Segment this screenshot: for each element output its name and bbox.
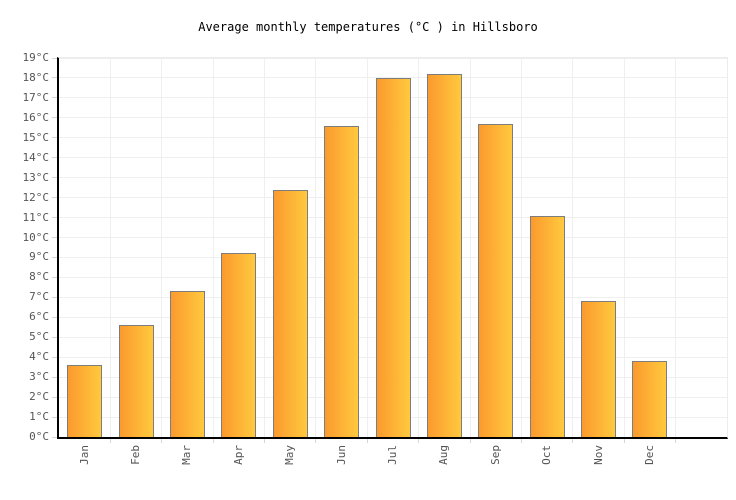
v-gridline [212, 58, 214, 437]
y-axis-tick [52, 396, 57, 398]
y-axis-label: 4°C [29, 350, 49, 364]
chart-title: Average monthly temperatures (°C ) in Hi… [198, 20, 538, 34]
x-axis-label: Jul [386, 445, 399, 465]
v-gridline [264, 58, 266, 437]
bar-nov[interactable] [581, 301, 617, 437]
x-axis-tick [623, 439, 625, 443]
y-axis-label: 1°C [29, 410, 49, 424]
y-axis-label: 17°C [22, 90, 50, 104]
y-axis-label: 10°C [22, 230, 50, 244]
y-axis-label: 2°C [29, 390, 49, 404]
x-axis-tick [212, 439, 214, 443]
x-axis-label: Oct [540, 445, 554, 465]
y-axis-label: 15°C [22, 130, 50, 144]
y-axis-tick [52, 336, 57, 338]
x-axis-tick [675, 439, 677, 443]
x-axis-label: Feb [129, 445, 143, 465]
v-gridline [623, 58, 625, 437]
v-gridline [109, 58, 111, 437]
y-axis-tick [52, 416, 57, 418]
x-axis-label: Nov [591, 445, 605, 465]
y-axis-label: 5°C [29, 330, 49, 344]
y-axis-tick [52, 157, 57, 159]
y-axis-tick [52, 197, 57, 199]
x-axis-tick [469, 439, 471, 443]
v-gridline [366, 58, 368, 437]
y-axis-tick [52, 137, 57, 139]
bar-jul[interactable] [375, 77, 411, 437]
v-gridline [161, 58, 163, 437]
x-axis-tick [572, 439, 574, 443]
bar-feb[interactable] [118, 325, 154, 437]
x-axis-label: Dec [642, 445, 656, 465]
y-axis-label: 16°C [22, 110, 50, 124]
y-axis-tick [52, 276, 57, 278]
y-axis-tick [52, 436, 57, 438]
y-axis-tick [52, 217, 57, 219]
v-gridline [572, 58, 574, 437]
y-axis-tick [52, 117, 57, 119]
y-axis-label: 11°C [22, 210, 50, 224]
bar-mar[interactable] [169, 291, 205, 437]
x-axis-tick [264, 439, 266, 443]
y-axis-tick [52, 237, 57, 239]
y-axis-label: 0°C [29, 430, 49, 443]
y-axis-label: 18°C [22, 70, 50, 84]
y-axis-tick [52, 316, 57, 318]
bar-aug[interactable] [426, 73, 462, 437]
bar-may[interactable] [272, 189, 308, 437]
x-axis-tick [366, 439, 368, 443]
x-axis-label: Jan [77, 445, 91, 465]
x-axis-label: Sep [488, 445, 502, 465]
y-axis-label: 9°C [29, 250, 49, 264]
bar-apr[interactable] [221, 253, 257, 437]
y-axis-tick [52, 77, 57, 79]
x-axis-tick [161, 439, 163, 443]
y-axis-tick [52, 296, 57, 298]
x-axis-label: Aug [437, 445, 451, 465]
y-axis-tick [52, 177, 57, 179]
v-gridline [675, 58, 677, 437]
x-axis-label: Apr [231, 445, 245, 465]
bar-jan[interactable] [67, 365, 103, 437]
y-axis-tick [52, 256, 57, 258]
x-axis-label: May [283, 445, 297, 465]
x-axis-tick [418, 439, 420, 443]
y-axis-label: 12°C [22, 190, 50, 204]
x-axis-tick [109, 439, 111, 443]
v-gridline [520, 58, 522, 437]
y-axis-label: 3°C [29, 370, 49, 384]
x-axis-tick [315, 439, 317, 443]
x-axis-label: Mar [180, 445, 194, 465]
y-axis-label: 13°C [22, 170, 50, 184]
x-axis-tick [520, 439, 522, 443]
y-axis-tick [52, 57, 57, 59]
bar-sep[interactable] [478, 123, 514, 437]
plot-area: 0°C 1°C 2°C 3°C 4°C 5°C 6°C 7°C 8°C 9°C 10°C 11°C 12… [23, 52, 728, 465]
y-axis-tick [52, 356, 57, 358]
y-axis-label: 19°C [22, 51, 50, 64]
y-axis-tick [52, 376, 57, 378]
y-axis-label: 6°C [29, 310, 49, 324]
y-axis-tick [52, 97, 57, 99]
y-axis-label: 7°C [29, 290, 49, 304]
v-gridline [418, 58, 420, 437]
v-gridline [469, 58, 471, 437]
bar-dec[interactable] [632, 361, 668, 437]
bar-jun[interactable] [324, 125, 360, 437]
h-gridline [59, 57, 727, 59]
bar-oct[interactable] [529, 215, 565, 437]
x-axis-label: Jun [334, 445, 348, 465]
y-axis-label: 8°C [29, 270, 49, 284]
y-axis-label: 14°C [22, 150, 50, 164]
v-gridline [315, 58, 317, 437]
